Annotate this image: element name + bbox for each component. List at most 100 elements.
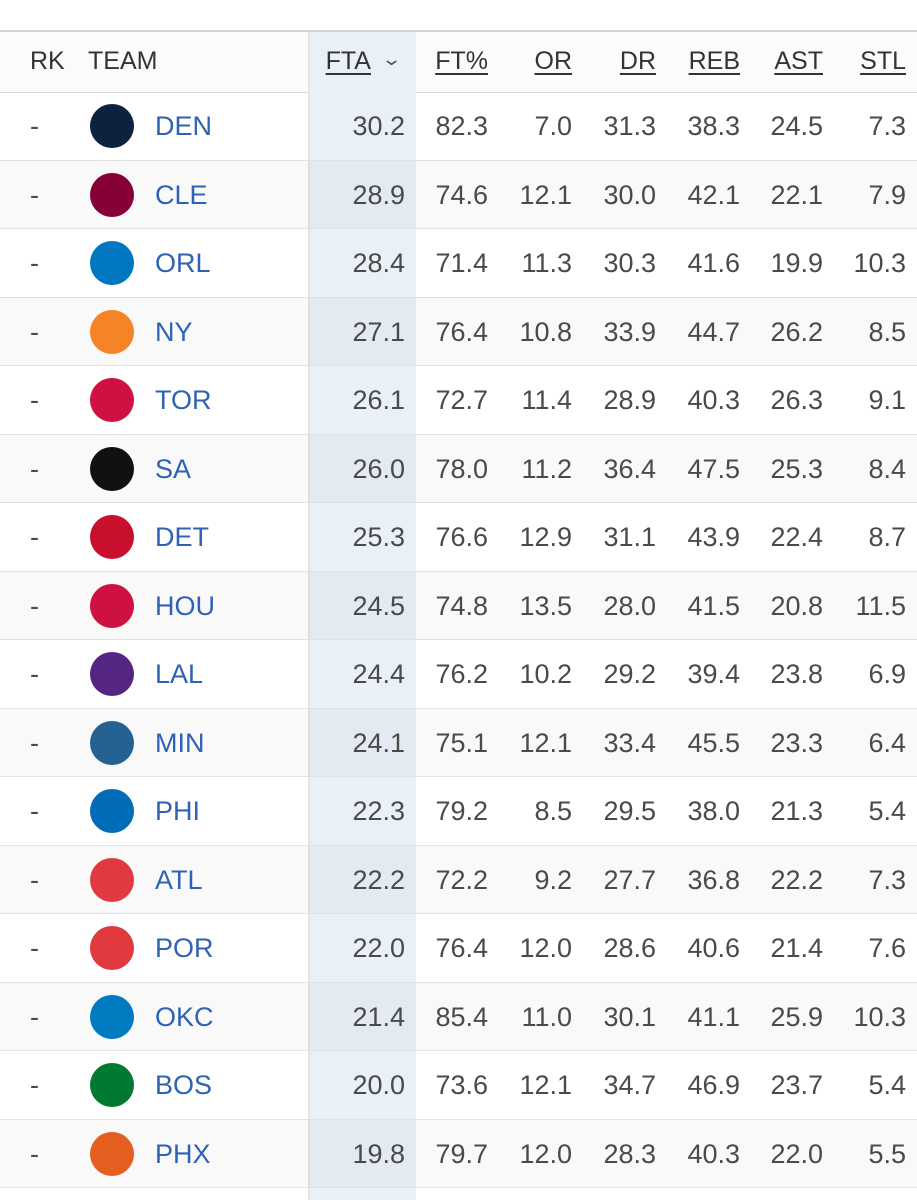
stat-value: 26.3 [770, 385, 823, 416]
stat-value: 74.8 [435, 590, 488, 621]
stat-value: 24.5 [770, 111, 823, 142]
table-row [0, 161, 917, 229]
stat-value: 26.1 [352, 385, 405, 416]
team-logo [90, 857, 134, 902]
stat-value: 21.3 [770, 796, 823, 827]
sorted-column-highlight [310, 32, 416, 1200]
stat-value: 75.1 [435, 727, 488, 758]
stat-value: 11.2 [521, 453, 572, 484]
stat-value: 73.6 [435, 1070, 488, 1101]
team-link[interactable]: DET [155, 522, 209, 553]
stat-value: 40.3 [687, 1138, 740, 1169]
column-header[interactable]: REB [688, 47, 740, 75]
team-link[interactable]: CLE [155, 179, 208, 210]
stat-value: 12.0 [519, 1138, 572, 1169]
stat-value: 8.4 [868, 453, 906, 484]
table-row [0, 640, 917, 709]
stat-value: 33.9 [603, 316, 656, 347]
stat-value: 26.2 [770, 316, 823, 347]
rank: - [30, 1070, 39, 1101]
rank: - [30, 111, 39, 142]
stat-value: 74.6 [435, 179, 488, 210]
stat-value: 76.4 [435, 933, 488, 964]
team-link[interactable]: LAL [155, 659, 204, 690]
stat-value: 47.5 [687, 453, 740, 484]
stat-value: 12.1 [519, 1070, 572, 1101]
stat-value: 30.0 [603, 179, 656, 210]
team-link[interactable]: SA [155, 453, 192, 484]
stat-value: 21.4 [770, 933, 823, 964]
stat-value: 5.4 [868, 796, 906, 827]
column-header[interactable]: AST [774, 47, 823, 75]
stat-value: 19.8 [352, 1138, 405, 1169]
team-link[interactable]: DEN [155, 111, 213, 142]
stat-value: 5.5 [868, 1138, 906, 1169]
stat-value: 72.2 [435, 864, 488, 895]
stat-value: 22.2 [770, 864, 823, 895]
stat-value: 36.8 [687, 864, 740, 895]
stat-value: 34.7 [603, 1070, 656, 1101]
team-link[interactable]: BOS [155, 1070, 213, 1101]
stat-value: 41.5 [687, 590, 740, 621]
rank: - [30, 796, 39, 827]
column-header[interactable]: DR [619, 47, 656, 75]
column-header[interactable]: FTA [325, 47, 371, 75]
rank: - [30, 522, 39, 553]
stat-value: 85.4 [435, 1001, 488, 1032]
team-link[interactable]: POR [155, 933, 214, 964]
rank: - [30, 659, 39, 690]
stat-value: 12.1 [519, 179, 572, 210]
stat-value: 25.9 [770, 1001, 823, 1032]
table-row [0, 1051, 917, 1120]
column-header[interactable]: STL [860, 47, 906, 75]
stat-value: 79.2 [435, 796, 488, 827]
stat-value: 7.6 [868, 933, 906, 964]
table-row [0, 709, 917, 777]
stat-value: 28.6 [603, 933, 656, 964]
stat-value: 31.1 [603, 522, 656, 553]
stat-value: 8.5 [868, 316, 906, 347]
team-link[interactable]: OKC [155, 1001, 214, 1032]
team-logo [90, 583, 134, 628]
stat-value: 43.9 [687, 522, 740, 553]
stat-value: 30.3 [603, 248, 656, 279]
column-divider [308, 32, 310, 1200]
team-link[interactable]: PHI [155, 796, 201, 827]
stat-value: 38.3 [687, 111, 740, 142]
team-link[interactable]: ORL [155, 248, 211, 279]
stat-value: 23.7 [770, 1070, 823, 1101]
rank: - [30, 179, 39, 210]
stat-value: 27.1 [352, 316, 405, 347]
team-link[interactable]: HOU [155, 590, 215, 621]
table-row [0, 777, 917, 846]
stat-value: 6.4 [868, 727, 906, 758]
stat-value: 45.5 [687, 727, 740, 758]
team-link[interactable]: ATL [155, 864, 203, 895]
stat-value: 10.8 [519, 316, 572, 347]
team-link[interactable]: TOR [155, 385, 212, 416]
stat-value: 20.8 [770, 590, 823, 621]
rank: - [30, 1138, 39, 1169]
column-header[interactable]: OR [534, 47, 573, 75]
team-logo [90, 720, 134, 765]
stat-value: 7.0 [534, 111, 572, 142]
stat-value: 11.5 [855, 590, 906, 621]
team-logo [90, 789, 134, 834]
team-logo [90, 994, 134, 1039]
team-logo [90, 172, 134, 217]
stat-value: 41.6 [687, 248, 740, 279]
stat-value: 22.1 [770, 179, 823, 210]
stat-value: 71.4 [435, 248, 488, 279]
team-logo [90, 378, 134, 423]
stat-value: 28.3 [603, 1138, 656, 1169]
column-header[interactable]: FT% [435, 47, 488, 75]
team-link[interactable]: NY [155, 316, 193, 347]
team-link[interactable]: MIN [155, 727, 205, 758]
stat-value: 22.2 [352, 864, 405, 895]
stat-value: 22.0 [352, 933, 405, 964]
stat-value: 79.7 [435, 1138, 488, 1169]
stat-value: 11.3 [521, 248, 572, 279]
table-row [0, 435, 917, 503]
team-link[interactable]: PHX [155, 1138, 211, 1169]
